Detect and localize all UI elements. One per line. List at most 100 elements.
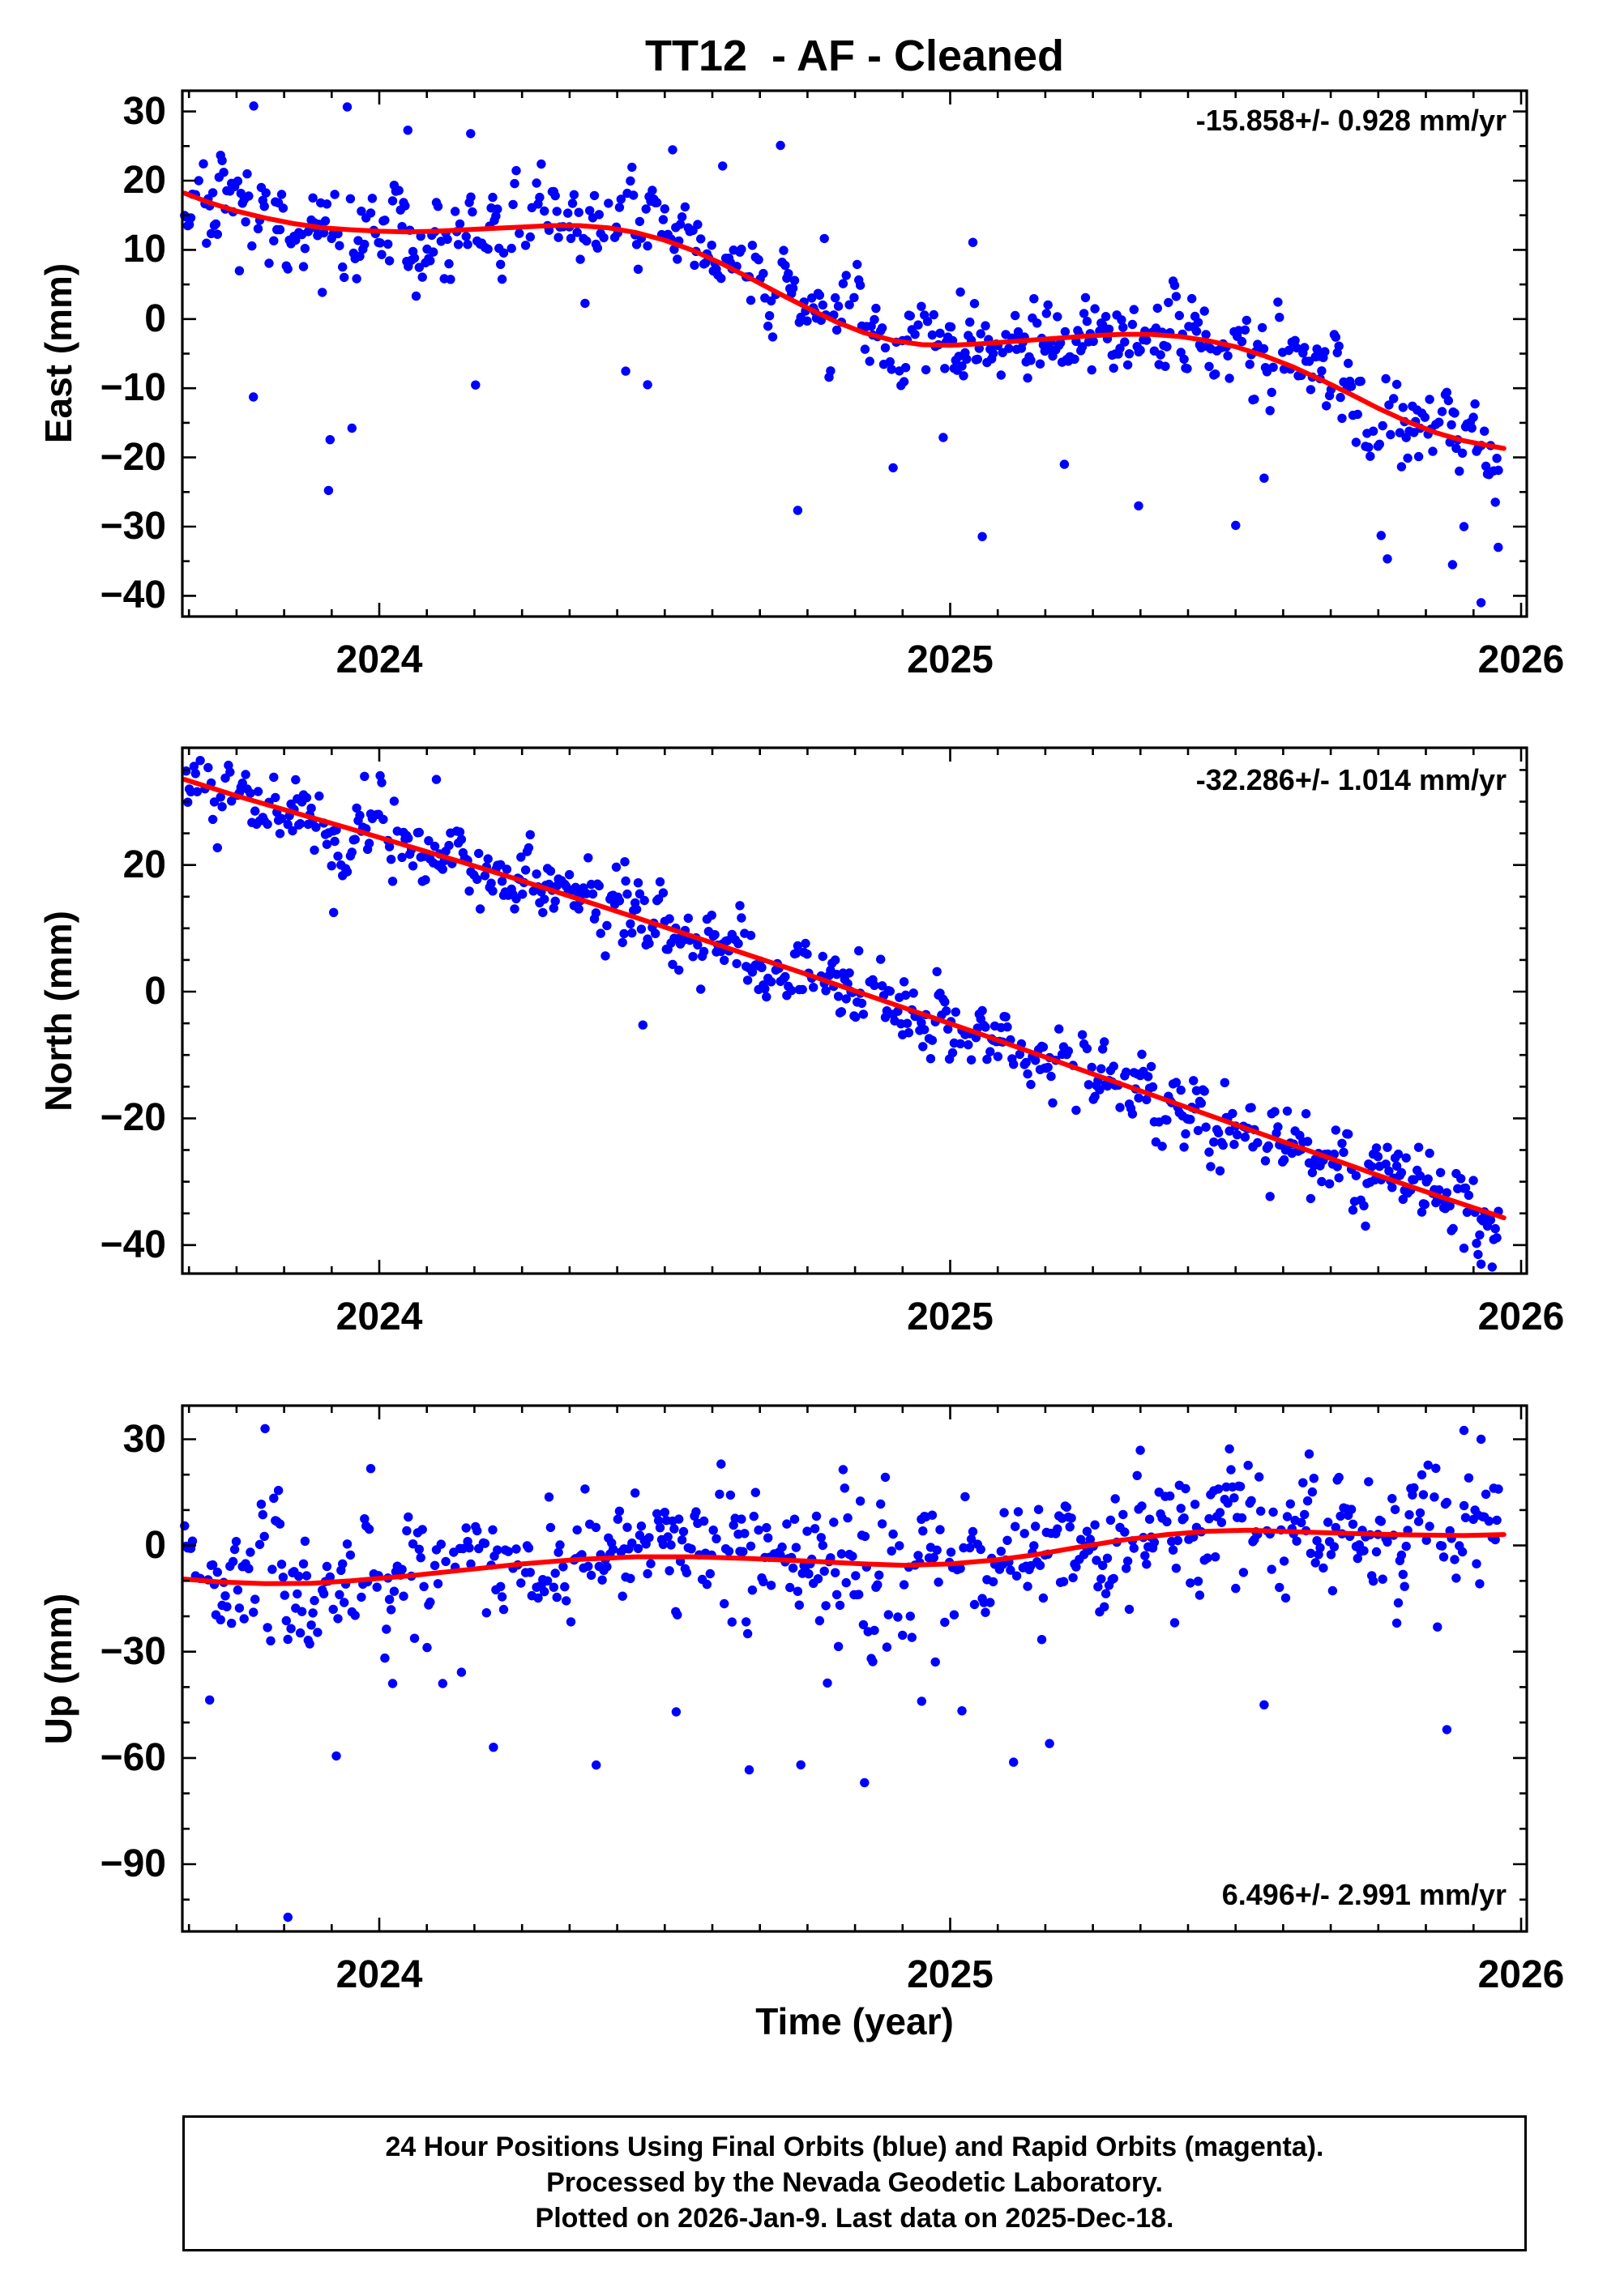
data-point	[747, 241, 758, 250]
data-point	[614, 203, 625, 212]
data-point	[946, 1547, 956, 1557]
data-point	[1140, 1551, 1150, 1560]
north-rate-annotation: -32.286+/- 1.014 mm/yr	[1195, 763, 1507, 796]
data-point	[1468, 412, 1478, 422]
data-point	[829, 1517, 839, 1527]
data-point	[1122, 360, 1133, 370]
data-point	[1002, 1022, 1012, 1032]
data-point	[472, 1526, 482, 1536]
data-point	[360, 771, 370, 781]
data-point	[1361, 1221, 1370, 1231]
data-point	[380, 216, 390, 225]
data-point	[838, 279, 848, 288]
data-point	[1481, 461, 1491, 472]
data-point	[821, 986, 831, 996]
data-point	[887, 365, 896, 374]
data-point	[234, 1603, 245, 1613]
data-point	[1043, 300, 1053, 310]
data-point	[943, 1024, 953, 1034]
data-point	[301, 792, 312, 803]
data-point	[488, 886, 498, 896]
data-point	[693, 940, 703, 950]
data-point	[1148, 1082, 1158, 1092]
data-point	[1417, 1470, 1427, 1480]
data-point	[823, 1678, 832, 1688]
data-point	[1400, 1581, 1409, 1591]
data-point	[1384, 1166, 1394, 1176]
data-point	[360, 1514, 370, 1524]
data-point	[253, 224, 263, 233]
data-point	[207, 188, 218, 198]
data-point	[630, 1488, 640, 1498]
data-point	[249, 392, 259, 402]
data-point	[1160, 361, 1170, 371]
data-point	[819, 233, 829, 244]
data-point	[627, 162, 637, 173]
data-point	[838, 1465, 848, 1474]
data-point	[715, 1489, 724, 1500]
data-point	[633, 264, 643, 274]
data-point	[597, 1575, 607, 1585]
data-point	[718, 161, 728, 171]
data-point	[301, 1571, 312, 1581]
data-point	[375, 238, 385, 248]
data-point	[244, 191, 254, 201]
data-point	[1026, 1079, 1036, 1090]
data-point	[1415, 1508, 1425, 1518]
data-point-outlier	[671, 1707, 682, 1717]
data-point-outlier	[260, 1423, 270, 1434]
data-point	[540, 206, 549, 216]
data-point	[627, 1538, 637, 1548]
data-point	[386, 1605, 396, 1615]
data-point	[900, 363, 911, 373]
data-point	[814, 1615, 825, 1626]
data-point	[1389, 394, 1399, 403]
data-point	[618, 937, 627, 948]
data-point	[1374, 439, 1385, 449]
data-point	[1041, 309, 1052, 318]
data-point	[904, 1028, 914, 1038]
data-point-outlier	[643, 380, 652, 390]
data-point	[520, 241, 531, 250]
data-point	[665, 914, 674, 924]
data-point	[1396, 1167, 1407, 1178]
data-point	[1485, 1215, 1496, 1225]
data-point	[242, 169, 252, 179]
data-point-outlier	[1494, 542, 1503, 553]
data-point	[553, 233, 563, 242]
east-rate-annotation: -15.858+/- 0.928 mm/yr	[1195, 104, 1507, 137]
data-point	[377, 778, 387, 787]
data-point	[1273, 297, 1283, 307]
data-point	[244, 1564, 254, 1573]
data-point	[788, 284, 798, 293]
data-point	[813, 1574, 823, 1584]
data-point	[389, 1586, 400, 1596]
data-point	[1122, 1564, 1131, 1573]
data-point	[870, 1625, 879, 1636]
data-point	[696, 984, 706, 994]
data-point	[1223, 351, 1233, 361]
data-point	[283, 1634, 293, 1645]
data-point	[759, 268, 768, 279]
data-point	[1209, 1137, 1219, 1147]
data-point	[1162, 342, 1172, 352]
data-point	[552, 1592, 562, 1603]
data-point	[234, 266, 245, 275]
data-point	[643, 241, 652, 251]
data-point	[497, 274, 507, 284]
data-point	[955, 1039, 965, 1049]
data-point	[870, 980, 879, 991]
data-point	[663, 1532, 673, 1542]
data-point	[677, 212, 687, 222]
data-point	[384, 1594, 395, 1604]
data-point	[1137, 1501, 1147, 1511]
data-point	[668, 145, 677, 155]
data-point	[207, 814, 218, 825]
data-point	[1447, 420, 1456, 429]
data-point	[216, 792, 225, 802]
data-point	[589, 190, 600, 201]
data-point	[1307, 1167, 1318, 1178]
data-point	[1109, 363, 1118, 373]
data-point	[1203, 1553, 1212, 1563]
data-point	[1398, 1194, 1408, 1205]
